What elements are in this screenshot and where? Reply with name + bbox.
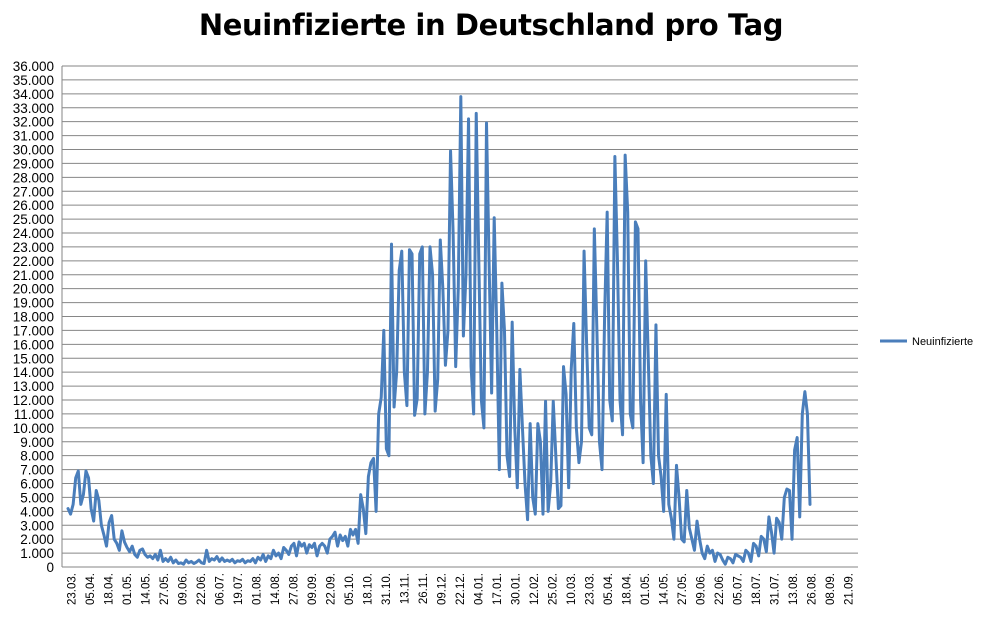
x-tick-label: 09.09. [307, 573, 319, 605]
x-tick-label: 22.12. [455, 573, 467, 605]
x-tick-label: 08.09. [825, 573, 837, 605]
y-tick-label: 19.000 [13, 296, 54, 311]
x-tick-label: 01.05. [640, 573, 652, 605]
x-tick-label: 26.11. [418, 573, 430, 604]
x-tick-label: 27.05. [159, 573, 171, 605]
x-tick-label: 01.08. [251, 573, 263, 605]
y-tick-label: 18.000 [13, 310, 54, 325]
series-line-neuinfizierte [66, 95, 812, 566]
x-tick-label: 30.01. [511, 573, 523, 605]
y-tick-label: 1.000 [20, 546, 54, 561]
x-tick-label: 10.03. [566, 573, 578, 605]
y-tick-label: 14.000 [13, 365, 54, 380]
x-tick-label: 05.04. [603, 573, 615, 605]
y-tick-label: 10.000 [13, 421, 54, 436]
y-tick-label: 13.000 [13, 379, 54, 394]
legend-label-neuinfizierte: Neuinfizierte [912, 336, 973, 348]
y-tick-label: 12.000 [13, 393, 54, 408]
y-tick-label: 6.000 [20, 477, 54, 492]
x-tick-label: 04.01. [474, 573, 486, 605]
y-tick-labels: 01.0002.0003.0004.0005.0006.0007.0008.00… [13, 59, 54, 575]
y-tick-label: 36.000 [13, 59, 54, 74]
x-tick-label: 06.07. [214, 573, 226, 605]
x-tick-label: 18.07. [751, 573, 763, 605]
x-tick-label: 22.09. [325, 573, 337, 605]
x-tick-label: 05.10. [344, 573, 356, 605]
x-tick-label: 25.02. [548, 573, 560, 605]
y-tick-label: 25.000 [13, 212, 54, 227]
x-tick-label: 09.06. [177, 573, 189, 605]
y-tick-label: 27.000 [13, 184, 54, 199]
x-tick-label: 18.04. [622, 573, 634, 605]
y-tick-label: 7.000 [20, 463, 54, 478]
x-tick-label: 01.05. [122, 573, 134, 605]
x-tick-label: 13.11. [399, 573, 411, 604]
y-tick-label: 34.000 [13, 87, 54, 102]
y-tick-label: 5.000 [20, 490, 54, 505]
x-tick-label: 31.07. [770, 573, 782, 605]
y-tick-label: 15.000 [13, 351, 54, 366]
y-tick-label: 4.000 [20, 504, 54, 519]
y-tick-label: 29.000 [13, 156, 54, 171]
x-tick-label: 09.12. [436, 573, 448, 605]
y-tick-label: 31.000 [13, 129, 54, 144]
y-tick-label: 17.000 [13, 323, 54, 338]
chart-title: Neuinfizierte in Deutschland pro Tag [198, 8, 784, 42]
y-tick-label: 22.000 [13, 254, 54, 269]
y-tick-label: 0 [46, 560, 54, 575]
y-tick-label: 33.000 [13, 101, 54, 116]
y-tick-label: 35.000 [13, 73, 54, 88]
y-tick-label: 8.000 [20, 449, 54, 464]
x-tick-label: 18.10. [362, 573, 374, 605]
x-tick-label: 22.06. [196, 573, 208, 605]
x-tick-label: 27.08. [288, 573, 300, 605]
x-tick-labels: 23.03. 05.04. 18.04. 01.05. 14.05. 27.05. 09.0… [66, 573, 855, 605]
x-tick-label: 14.05. [140, 573, 152, 605]
x-tick-label: 26.08. [807, 573, 819, 605]
x-tick-label: 14.08. [270, 573, 282, 605]
x-tick-label: 05.07. [733, 573, 745, 605]
legend: Neuinfizierte [880, 336, 973, 348]
y-tick-label: 24.000 [13, 226, 54, 241]
x-tick-label: 23.03. [585, 573, 597, 605]
y-tick-label: 21.000 [13, 268, 54, 283]
x-tick-label: 14.05. [659, 573, 671, 605]
y-tick-label: 3.000 [20, 518, 54, 533]
y-tick-label: 16.000 [13, 337, 54, 352]
y-tick-label: 9.000 [20, 435, 54, 450]
y-tick-label: 20.000 [13, 282, 54, 297]
x-tick-label: 18.04. [103, 573, 115, 605]
x-tick-label: 05.04. [85, 573, 97, 605]
y-tick-label: 11.000 [14, 407, 54, 422]
x-tick-label: 17.01. [492, 573, 504, 605]
y-tick-label: 30.000 [13, 143, 54, 158]
y-tick-label: 2.000 [20, 532, 54, 547]
x-tick-label: 22.06. [714, 573, 726, 605]
x-tick-label: 09.06. [696, 573, 708, 605]
x-tick-label: 27.05. [677, 573, 689, 605]
x-tick-label: 12.02. [529, 573, 541, 605]
x-tick-label: 23.03. [66, 573, 78, 605]
y-tick-label: 28.000 [13, 170, 54, 185]
x-tick-label: 13.08. [788, 573, 800, 605]
x-tick-label: 31.10. [381, 573, 393, 605]
x-tick-label: 21.09. [844, 573, 856, 605]
y-tick-label: 26.000 [13, 198, 54, 213]
x-tick-label: 19.07. [233, 573, 245, 605]
y-tick-label: 23.000 [13, 240, 54, 255]
y-tick-label: 32.000 [13, 115, 54, 130]
